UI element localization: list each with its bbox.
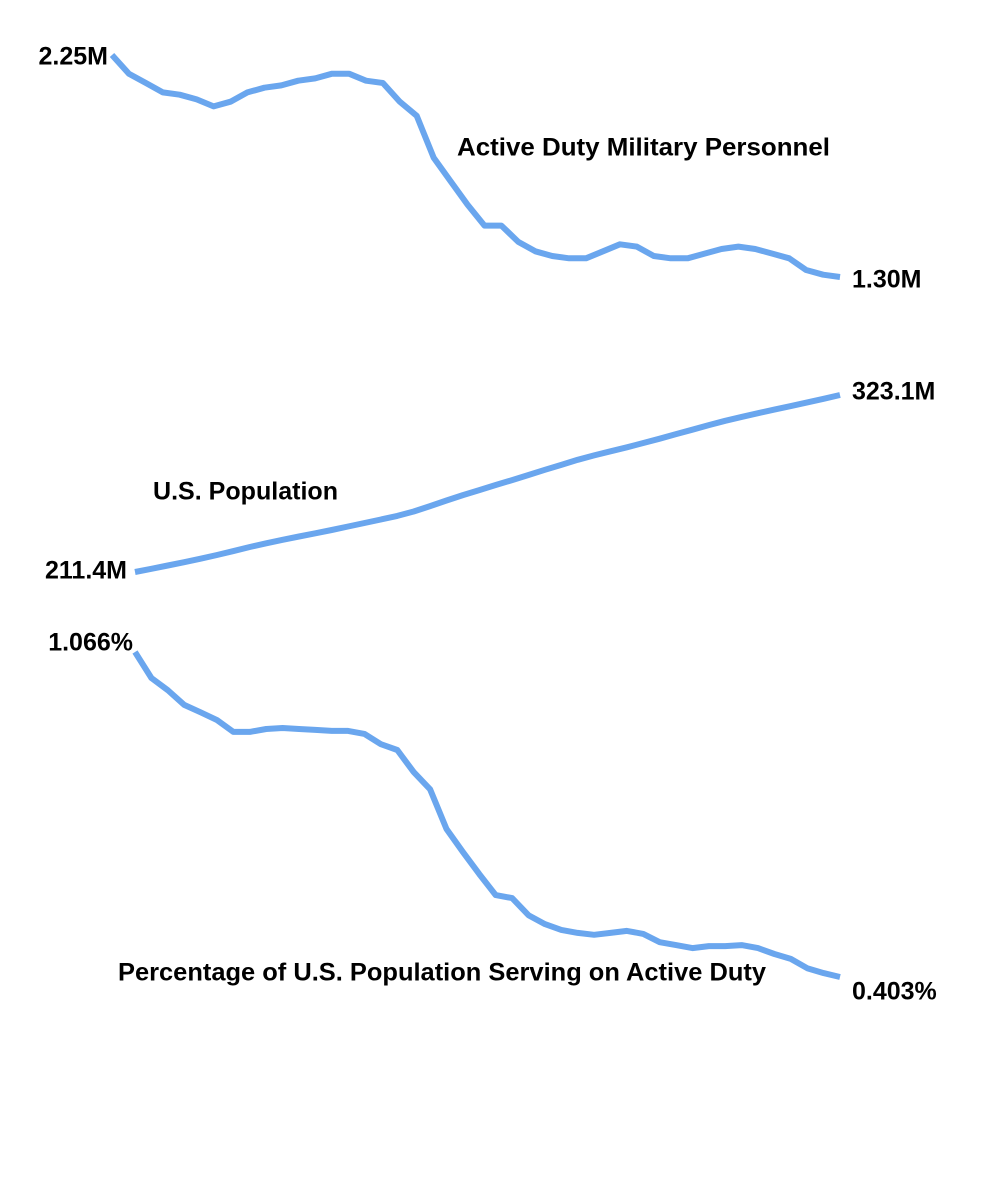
value-label: 323.1M: [852, 378, 935, 406]
data-line: [134, 392, 841, 575]
value-label: 1.30M: [852, 266, 921, 294]
value-label: 2.25M: [39, 43, 108, 71]
value-label: 211.4M: [45, 557, 127, 585]
series-title: Active Duty Military Personnel: [457, 134, 830, 162]
data-line: [132, 650, 841, 980]
series-title: Percentage of U.S. Population Serving on…: [118, 959, 766, 987]
value-label: 1.066%: [48, 629, 133, 657]
value-label: 0.403%: [852, 978, 937, 1006]
data-line: [109, 52, 841, 280]
series-title: U.S. Population: [153, 478, 338, 506]
